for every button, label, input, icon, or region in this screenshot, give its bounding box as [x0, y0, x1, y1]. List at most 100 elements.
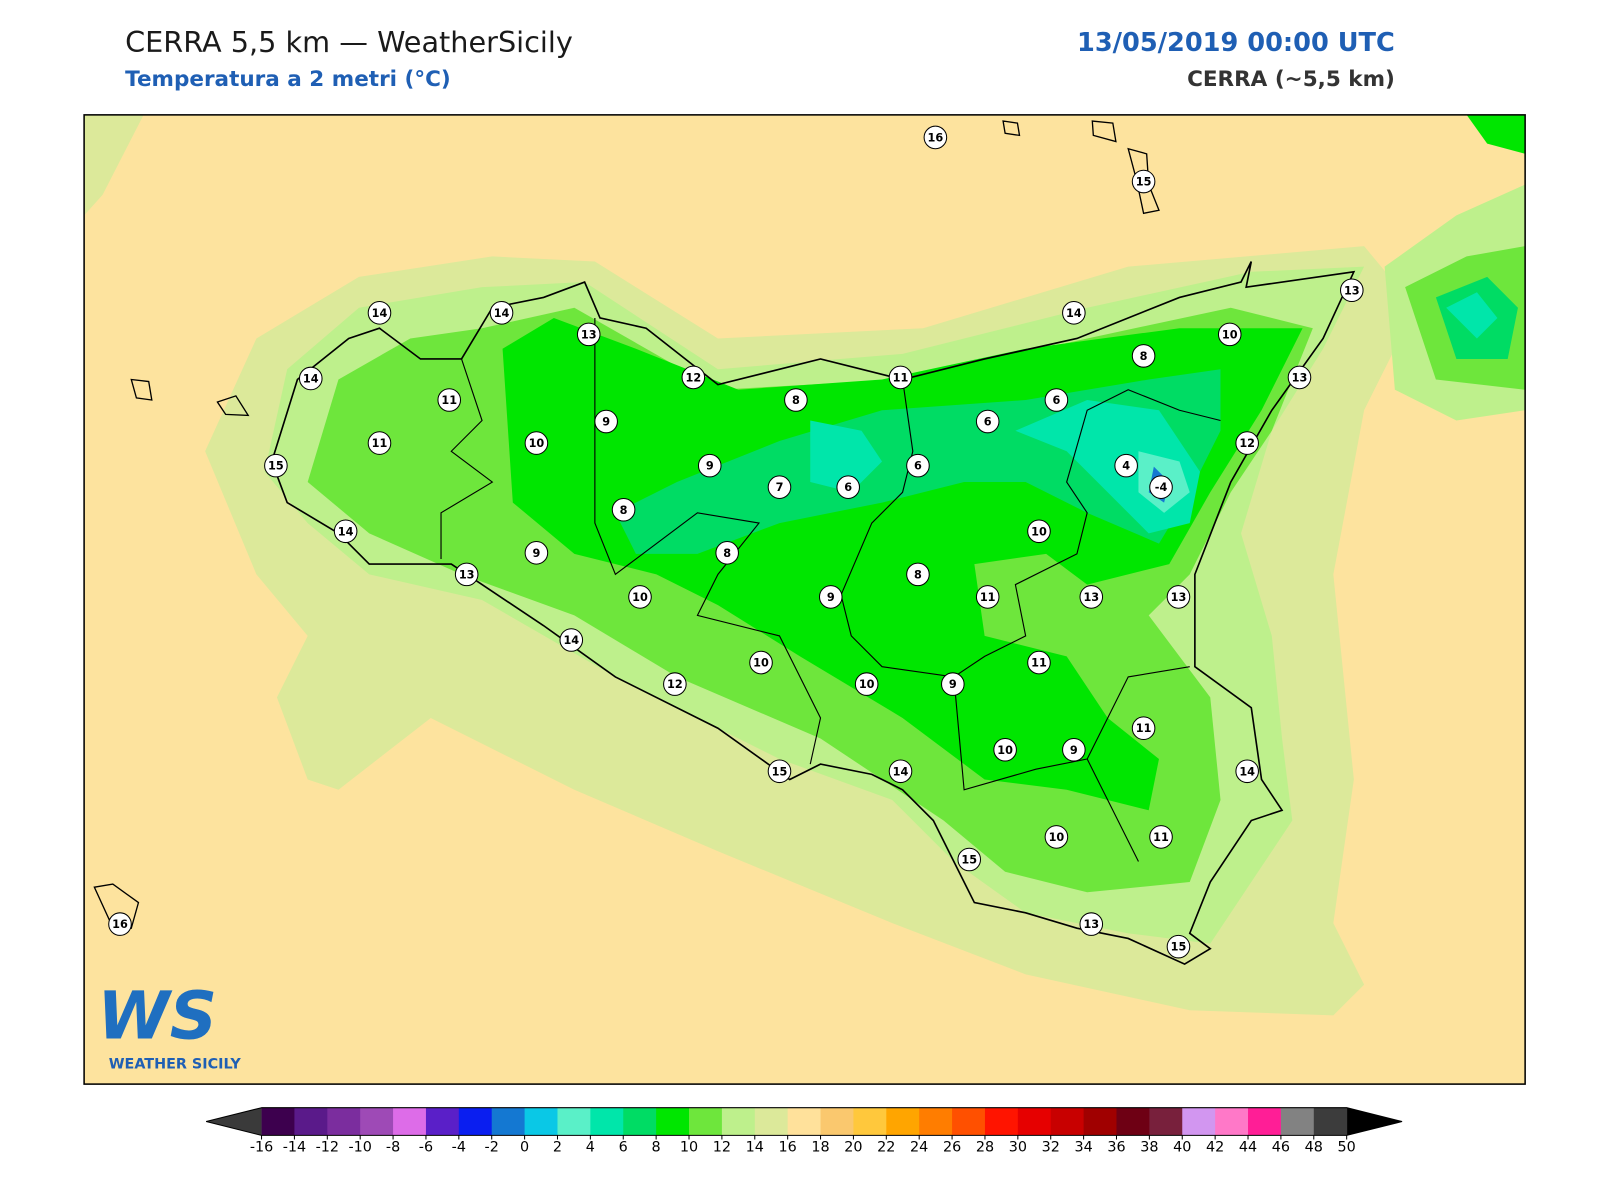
colorbar-segment [787, 1107, 822, 1136]
station-marker [1027, 650, 1051, 675]
colorbar-segment [1083, 1107, 1118, 1136]
colorbar-tick-label: 18 [811, 1140, 829, 1156]
colorbar-segment [1017, 1107, 1052, 1136]
station-value: 14 [494, 307, 510, 320]
colorbar-outline [206, 1107, 1403, 1136]
station-marker [524, 541, 549, 565]
station-value: 8 [1140, 350, 1148, 363]
station-marker [524, 431, 549, 455]
zone [84, 114, 144, 216]
colorbar-segment [261, 1107, 295, 1136]
colorbar-segment [853, 1107, 887, 1136]
station-value: 12 [1239, 437, 1255, 450]
colorbar-over [1346, 1107, 1403, 1136]
colorbar-tick-label: 42 [1206, 1140, 1224, 1156]
colorbar-segment [1215, 1107, 1249, 1136]
colorbar-tick-label: -14 [283, 1140, 306, 1156]
colorbar-tick-label: 36 [1107, 1140, 1125, 1156]
colorbar-tick-label: 22 [877, 1140, 895, 1156]
station-value: 13 [1083, 591, 1099, 604]
station-value: 10 [859, 678, 875, 691]
station-marker [1235, 431, 1259, 455]
station-value: 14 [303, 372, 319, 385]
station-marker [611, 497, 636, 522]
colorbar-segment [491, 1107, 526, 1136]
map-frame [83, 114, 1526, 1085]
colorbar-tick-label: 34 [1074, 1140, 1092, 1156]
station-marker [715, 541, 739, 565]
subtitle: Temperatura a 2 metri (°C) [125, 67, 451, 92]
station-value: 10 [753, 657, 769, 670]
station-marker [767, 759, 792, 784]
station-value: 11 [1031, 657, 1047, 670]
station-marker [367, 301, 392, 325]
colorbar-segment [1182, 1107, 1216, 1136]
station-value: 10 [1031, 525, 1047, 538]
station-marker [697, 453, 722, 478]
station-marker [749, 650, 773, 675]
colorbar-under [206, 1107, 262, 1136]
colorbar-tick-label: 0 [520, 1140, 529, 1156]
station-marker [1062, 737, 1086, 762]
colorbar-segment [360, 1107, 394, 1136]
station-value: 9 [602, 416, 610, 429]
coastline [270, 261, 1356, 966]
colorbar-segment [1313, 1107, 1348, 1136]
station-value: 9 [949, 678, 957, 691]
colorbar-segment [327, 1107, 361, 1136]
station-marker [1079, 585, 1104, 609]
station-marker [1149, 475, 1173, 499]
map: 16 15 14 14 13 14 13 10 14 11 12 11 8 13 9 8 6 6 11 10 12 15 9… [83, 114, 1526, 1085]
station-marker [489, 301, 514, 325]
island [93, 120, 1160, 930]
station-marker [975, 585, 1000, 609]
station-value: 15 [1136, 176, 1152, 189]
station-value: 10 [1222, 328, 1238, 341]
station-value: 16 [928, 131, 944, 144]
station-value: 14 [893, 765, 909, 778]
station-value: 6 [984, 416, 992, 429]
station-value: 14 [372, 307, 388, 320]
station-marker [1166, 585, 1191, 609]
station-marker [559, 628, 584, 652]
station-marker [818, 585, 843, 609]
colorbar-tick-label: 20 [844, 1140, 862, 1156]
station-marker [1149, 825, 1173, 849]
station-value: 11 [441, 394, 457, 407]
colorbar-segment [689, 1107, 723, 1136]
station-marker [1044, 825, 1069, 849]
station-marker [836, 475, 860, 499]
station-value: 14 [1239, 765, 1255, 778]
station-value: 9 [706, 460, 714, 473]
zone [1466, 114, 1526, 154]
station-value: 9 [827, 591, 835, 604]
station-value: 9 [532, 547, 540, 560]
station-marker [108, 912, 132, 936]
station-marker [906, 562, 930, 587]
station-value: 15 [268, 460, 284, 473]
station-value: 10 [997, 744, 1013, 757]
station-marker [784, 388, 808, 412]
colorbar-tick-label: 8 [652, 1140, 661, 1156]
datetime: 13/05/2019 00:00 UTC [1077, 28, 1395, 58]
station-marker [1131, 344, 1156, 368]
station-marker [1339, 278, 1364, 303]
station-marker [264, 453, 288, 478]
colorbar-segment [656, 1107, 690, 1136]
colorbar-tick-label: -6 [419, 1140, 433, 1156]
colorbar-tick-label: 44 [1239, 1140, 1257, 1156]
station-value: 8 [792, 394, 800, 407]
colorbar-tick-label: 28 [976, 1140, 994, 1156]
colorbar-tick-label: -4 [452, 1140, 466, 1156]
colorbar-tick-label: 6 [619, 1140, 628, 1156]
station-value: 13 [581, 328, 597, 341]
station-marker [1062, 301, 1086, 325]
station-marker [454, 562, 479, 587]
station-marker [1287, 365, 1312, 390]
zone [810, 400, 1200, 534]
station-marker [1114, 453, 1138, 478]
station-marker [437, 388, 462, 412]
colorbar-segment [919, 1107, 953, 1136]
station-value: 12 [667, 678, 683, 691]
station-value: 13 [1083, 918, 1099, 931]
